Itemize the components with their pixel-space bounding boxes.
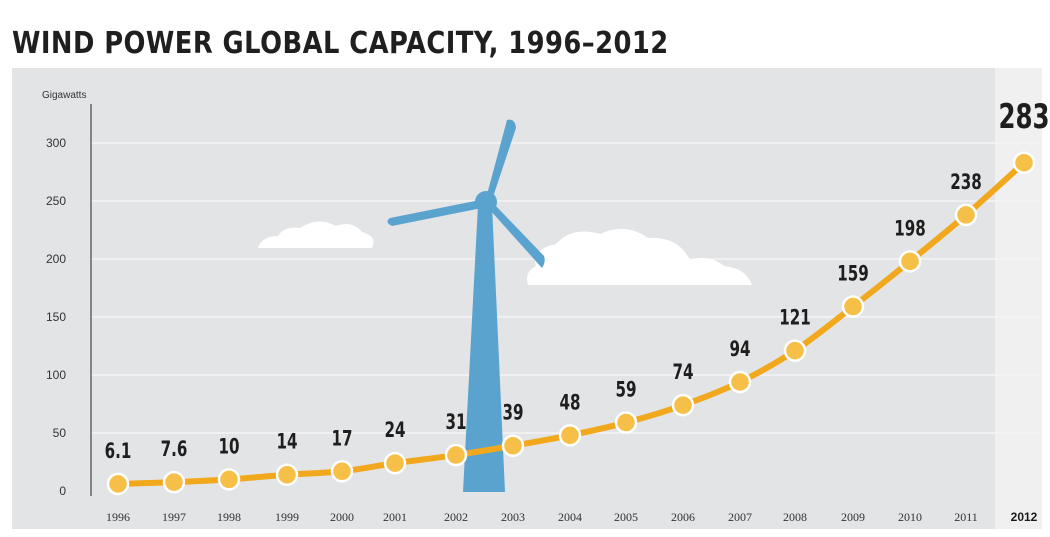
y-tick-label: 200 [46, 252, 66, 266]
data-point [898, 250, 922, 273]
x-tick-label: 2009 [841, 510, 865, 524]
data-point [444, 443, 468, 467]
x-tick-label: 1999 [275, 510, 299, 524]
x-tick-label: 1997 [162, 510, 186, 524]
turbine-hub-icon [475, 191, 497, 213]
turbine-blade-icon [490, 204, 545, 268]
x-tick-label: 1996 [106, 510, 130, 524]
data-point [954, 203, 978, 227]
data-point [501, 434, 525, 458]
data-label: 31 [445, 411, 466, 435]
x-tick-label: 2002 [444, 510, 468, 524]
cloud-icon [527, 228, 752, 285]
cloud-icon [258, 221, 374, 248]
data-point [383, 451, 407, 475]
data-label: 283 [998, 97, 1049, 136]
data-label: 24 [384, 419, 405, 443]
data-point [275, 463, 299, 487]
y-tick-label: 100 [46, 368, 66, 382]
x-tick-label: 2012 [1011, 510, 1038, 524]
turbine-blade-icon [387, 200, 482, 226]
x-tick-label: 2004 [558, 510, 582, 524]
highlight-column [995, 68, 1042, 529]
data-point [841, 295, 865, 318]
data-labels: 6.1 7.6 10 14 17 24 31 39 48 59 74 94 121 159 198 238 28… [105, 97, 1050, 464]
data-label: 48 [559, 391, 580, 415]
x-tick-label: 1998 [217, 510, 241, 524]
plot-background [12, 68, 1042, 529]
data-label: 59 [615, 378, 636, 402]
data-point [783, 339, 807, 362]
x-tick-label: 2006 [671, 510, 695, 524]
chart-title: WIND POWER GLOBAL CAPACITY, 1996–2012 [12, 26, 669, 61]
x-tick-label: 2008 [783, 510, 807, 524]
turbine-blade-icon [485, 119, 516, 202]
y-tick-label: 250 [46, 194, 66, 208]
data-label: 94 [729, 338, 750, 362]
data-point [1012, 151, 1036, 174]
y-tick-label: 300 [46, 136, 66, 150]
data-point [106, 472, 130, 496]
data-label: 7.6 [161, 438, 188, 462]
x-tick-label: 2011 [954, 510, 978, 524]
data-label: 121 [779, 306, 811, 330]
data-label: 10 [218, 435, 239, 459]
data-label: 14 [276, 430, 297, 454]
data-label: 159 [837, 262, 869, 286]
y-tick-label: 150 [46, 310, 66, 324]
data-point [728, 370, 752, 394]
data-point [671, 393, 695, 417]
turbine-illustration [258, 119, 752, 492]
data-point [330, 460, 354, 483]
x-tick-label: 2010 [898, 510, 922, 524]
y-tick-label: 50 [53, 426, 67, 440]
data-point [614, 411, 638, 434]
y-axis-label: Gigawatts [42, 90, 86, 101]
data-label: 39 [502, 401, 523, 425]
y-tick-label: 0 [59, 484, 66, 498]
x-tick-label: 2003 [501, 510, 525, 524]
data-label: 6.1 [105, 440, 132, 464]
turbine-tower-icon [463, 205, 505, 492]
data-label: 17 [331, 427, 352, 451]
data-label: 198 [894, 217, 926, 241]
data-markers [106, 151, 1036, 496]
x-tick-label: 2001 [383, 510, 407, 524]
data-point [162, 470, 186, 494]
data-label: 238 [950, 171, 982, 195]
x-tick-label: 2007 [728, 510, 752, 524]
data-point [217, 468, 241, 491]
x-tick-label: 2000 [330, 510, 354, 524]
data-label: 74 [672, 361, 693, 385]
data-point [558, 424, 582, 447]
x-tick-label: 2005 [614, 510, 638, 524]
x-axis: 1996 1997 1998 1999 2000 2001 2002 2003 2004 2005… [106, 510, 1038, 524]
y-axis: 0 50 100 150 200 250 300 [46, 136, 66, 498]
